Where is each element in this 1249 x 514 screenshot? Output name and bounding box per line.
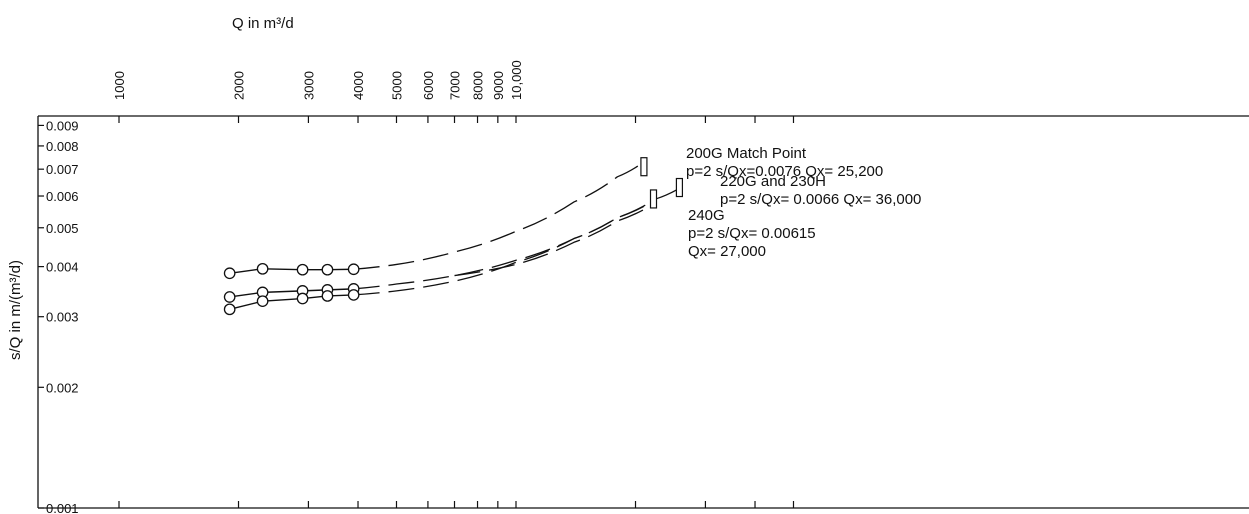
x-tick-label: 10,000: [509, 60, 524, 100]
data-point: [296, 292, 309, 305]
x-tick-label: 9000: [491, 71, 506, 100]
data-point: [296, 263, 309, 276]
data-point: [223, 267, 236, 280]
x-tick-label: 8000: [471, 71, 486, 100]
match-point-marker: [649, 189, 658, 209]
x-axis-title: Q in m³/d: [232, 15, 294, 32]
data-point: [347, 289, 360, 301]
y-tick-label: 0.007: [46, 162, 79, 177]
data-point: [256, 262, 269, 275]
y-tick-label: 0.004: [46, 260, 79, 275]
plot-area: [229, 161, 682, 311]
x-tick-label: 7000: [448, 71, 463, 100]
match-point-marker: [640, 157, 648, 177]
series-dashed-line: [454, 204, 653, 277]
x-tick-label: 6000: [421, 71, 436, 100]
series-dashed-line: [353, 161, 645, 270]
y-tick-label: 0.001: [46, 501, 79, 514]
data-point: [256, 295, 269, 308]
y-axis: 0.001 0.002 0.003 0.004 0.005 0.006 0.007 0.008…: [37, 115, 1249, 514]
match-point-marker: [675, 177, 684, 198]
data-point: [321, 290, 334, 302]
annotation-line: 220G and 230H: [720, 173, 826, 190]
series-line: [229, 294, 354, 311]
data-point: [223, 303, 236, 316]
y-tick-label: 0.006: [46, 189, 79, 204]
x-tick-label: 1000: [112, 71, 127, 100]
y-tick-label: 0.002: [46, 380, 79, 395]
y-axis-title: s/Q in m/(m³/d): [7, 260, 24, 360]
series-dashed-line: [353, 201, 653, 296]
data-point: [223, 291, 236, 303]
x-tick-label: 3000: [301, 71, 316, 100]
y-tick-label: 0.005: [46, 221, 79, 236]
series-line: [229, 268, 354, 274]
annotation-line: p=2 s/Qx=0.0076 Qx= 25,200: [686, 163, 883, 180]
series-dashed-line: [353, 186, 682, 290]
data-point: [321, 263, 334, 276]
annotation-line: p=2 s/Qx= 0.00615: [688, 225, 816, 242]
y-tick-label: 0.009: [46, 118, 79, 133]
markers: [223, 157, 684, 316]
x-tick-label: 5000: [389, 71, 404, 100]
annotation-line: 240G: [688, 207, 725, 224]
annotation-line: 200G Match Point: [686, 145, 807, 162]
y-tick-label: 0.008: [46, 139, 79, 154]
annotation-line: Qx= 27,000: [688, 243, 766, 260]
x-ticks: 1000 2000 3000 4000 5000 6000 7000 8000 9000 10,0…: [112, 60, 795, 508]
y-tick-label: 0.003: [46, 310, 79, 325]
x-tick-label: 4000: [351, 71, 366, 100]
x-tick-label: 2000: [232, 71, 247, 100]
data-point: [347, 263, 360, 276]
annotation-line: p=2 s/Qx= 0.0066 Qx= 36,000: [720, 191, 921, 208]
